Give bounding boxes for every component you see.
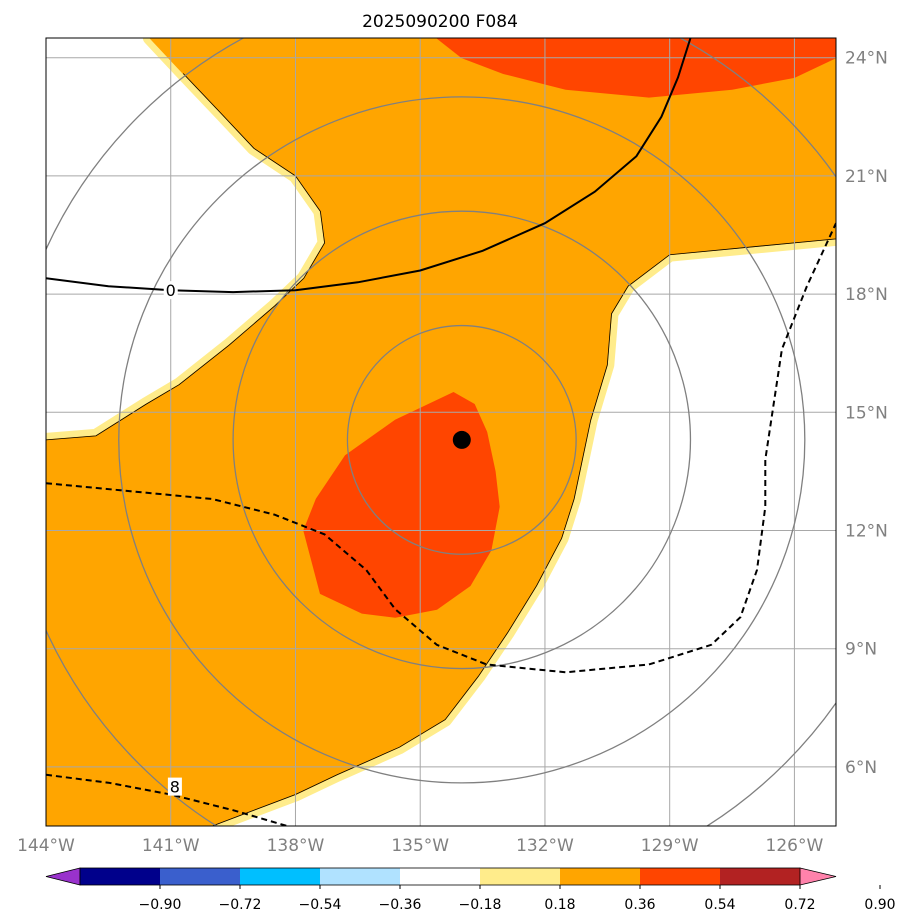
filled-region xyxy=(435,38,836,98)
colorbar-outline xyxy=(79,867,801,886)
colorbar-bin xyxy=(320,868,401,885)
lat-tick-label: 15°N xyxy=(845,403,888,423)
filled-contours xyxy=(46,38,836,826)
longitude-ticks: 144°W 141°W 138°W 135°W 132°W 129°W 126°W xyxy=(17,836,823,856)
lon-tick-label: 141°W xyxy=(142,836,200,856)
lat-tick-label: 24°N xyxy=(845,49,888,69)
lon-tick-label: 132°W xyxy=(516,836,574,856)
contour-label-bg xyxy=(163,281,178,300)
colorbar-tick-label: 0.90 xyxy=(864,897,895,913)
colorbar-extend-min xyxy=(45,867,81,886)
lon-tick-label: 138°W xyxy=(267,836,325,856)
filled-region xyxy=(303,392,500,618)
contour-label: 0 xyxy=(166,281,176,300)
lat-tick-label: 9°N xyxy=(845,640,877,660)
colorbar-bin xyxy=(640,868,721,885)
contour-label: 8 xyxy=(170,778,180,797)
center-marker xyxy=(452,430,471,449)
colorbar-bin xyxy=(400,868,481,885)
colorbar-extend-max xyxy=(799,867,837,886)
storm-center xyxy=(452,430,471,449)
contour-line xyxy=(46,773,288,826)
map-frame xyxy=(45,37,837,827)
colorbar-tick-label: 0.18 xyxy=(544,897,575,913)
range-ring xyxy=(118,96,806,784)
lat-tick-label: 12°N xyxy=(845,522,888,542)
chart-title: 2025090200 F084 xyxy=(362,12,518,32)
colorbar-bin xyxy=(240,868,321,885)
gridlines xyxy=(46,38,836,826)
range-ring xyxy=(346,324,577,555)
colorbar-tick-label: −0.18 xyxy=(459,897,502,913)
lat-tick-label: 18°N xyxy=(845,285,888,305)
lat-tick-label: 6°N xyxy=(845,758,877,778)
latitude-ticks: 6°N 9°N 12°N 15°N 18°N 21°N 24°N xyxy=(845,49,888,778)
contour-lines: 08 xyxy=(46,38,836,826)
lon-tick-label: 129°W xyxy=(641,836,699,856)
colorbar xyxy=(45,867,837,886)
colorbar-tick-label: −0.90 xyxy=(139,897,182,913)
colorbar-ticks: −0.90 −0.72 −0.54 −0.36 −0.18 0.18 0.36 0.54 0.7… xyxy=(139,885,896,913)
colorbar-bin xyxy=(560,868,641,885)
lon-tick-label: 135°W xyxy=(391,836,449,856)
colorbar-tick-label: −0.36 xyxy=(379,897,422,913)
range-ring xyxy=(232,210,692,670)
contour-line xyxy=(46,38,692,294)
contour-label-bg xyxy=(167,777,182,796)
lat-tick-label: 21°N xyxy=(845,167,888,187)
colorbar-bin xyxy=(80,868,161,885)
lon-tick-label: 126°W xyxy=(766,836,824,856)
colorbar-bin xyxy=(160,868,241,885)
colorbar-tick-label: 0.36 xyxy=(624,897,655,913)
map-area: 08 xyxy=(46,38,836,826)
lon-tick-label: 144°W xyxy=(17,836,75,856)
range-rings xyxy=(46,38,836,826)
colorbar-tick-label: 0.72 xyxy=(784,897,815,913)
colorbar-bin xyxy=(480,868,561,885)
colorbar-tick-label: 0.54 xyxy=(704,897,735,913)
colorbar-tick-label: −0.72 xyxy=(219,897,262,913)
colorbar-tick-label: −0.54 xyxy=(299,897,342,913)
colorbar-bin xyxy=(720,868,801,885)
